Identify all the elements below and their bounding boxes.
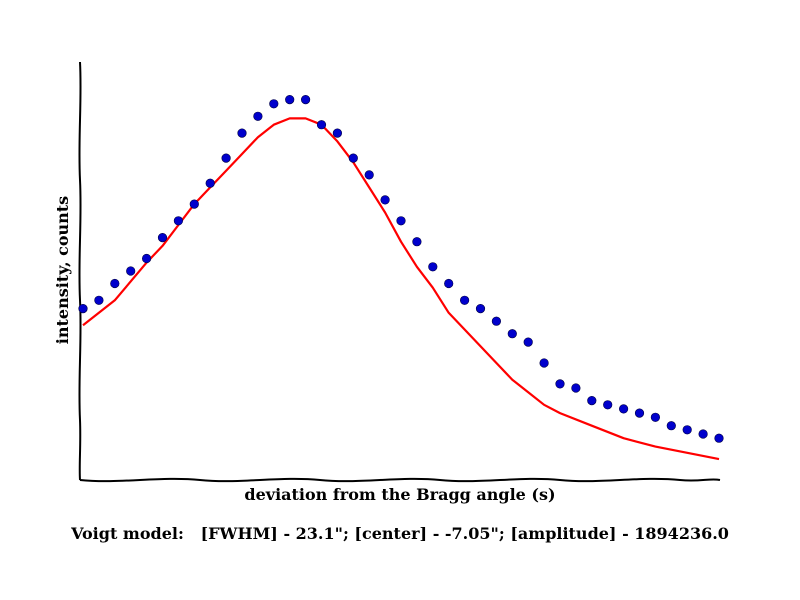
data-point xyxy=(523,337,533,347)
data-point xyxy=(412,237,422,247)
x-axis-label: deviation from the Bragg angle (s) xyxy=(244,485,555,504)
data-point xyxy=(460,295,470,305)
data-point xyxy=(555,379,565,389)
data-point xyxy=(603,400,613,410)
data-point xyxy=(269,99,279,109)
data-point xyxy=(380,195,390,205)
y-axis-line xyxy=(78,61,82,481)
data-point xyxy=(475,304,486,314)
data-point xyxy=(301,94,311,105)
data-point xyxy=(173,216,183,226)
data-point xyxy=(666,421,676,431)
data-point xyxy=(428,262,438,272)
fit-caption: Voigt model: [FWHM] - 23.1"; [center] - … xyxy=(70,524,729,543)
data-point xyxy=(316,120,327,130)
data-point xyxy=(364,170,374,180)
data-point xyxy=(253,111,263,121)
data-point xyxy=(650,412,661,422)
data-point xyxy=(78,304,88,314)
data-point xyxy=(634,408,645,418)
fit-line xyxy=(82,117,720,461)
data-point xyxy=(126,266,136,276)
data-point xyxy=(491,316,502,326)
data-point xyxy=(396,216,406,226)
data-point xyxy=(205,178,215,188)
data-point xyxy=(221,153,231,163)
data-point xyxy=(539,358,549,368)
data-point xyxy=(285,94,295,105)
data-point xyxy=(444,278,454,289)
data-point xyxy=(94,295,104,305)
data-point xyxy=(189,199,199,209)
x-axis-line xyxy=(79,477,721,483)
data-point xyxy=(571,383,581,393)
data-point xyxy=(507,329,517,339)
data-point xyxy=(110,278,120,289)
data-point xyxy=(237,128,247,138)
data-point xyxy=(682,425,692,435)
data-point xyxy=(157,233,168,243)
plot-area xyxy=(78,94,724,461)
data-point xyxy=(142,253,152,264)
data-point xyxy=(618,404,629,414)
y-axis-label: intensity, counts xyxy=(53,196,72,344)
data-point xyxy=(714,433,724,443)
data-point xyxy=(332,128,343,138)
data-point xyxy=(698,429,708,439)
data-point xyxy=(348,153,358,163)
data-point xyxy=(587,396,597,406)
